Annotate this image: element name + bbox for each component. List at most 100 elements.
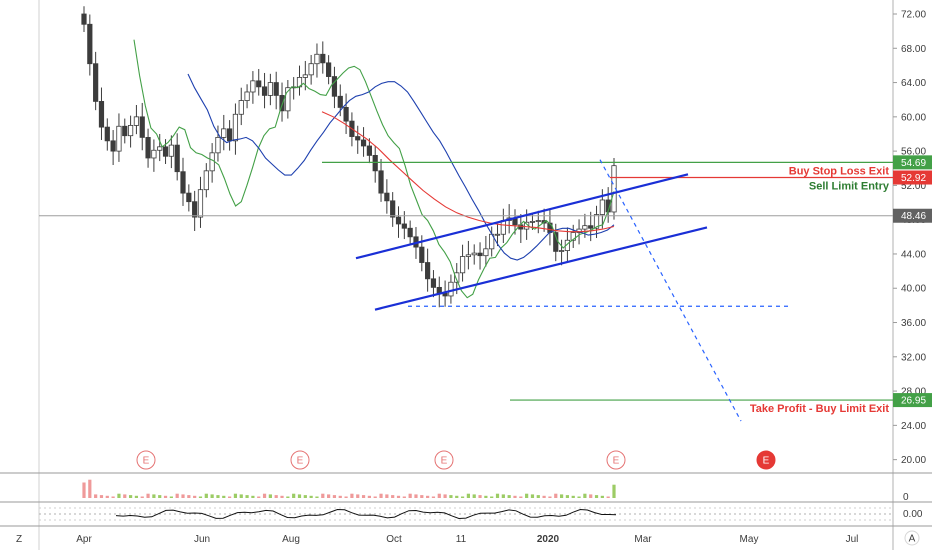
price-tick-label: 20.00 (901, 455, 926, 466)
volume-bar (577, 496, 581, 498)
channel-lower-line[interactable] (374, 226, 708, 311)
volume-bar (391, 495, 395, 498)
trade-annotation-label: Buy Stop Loss Exit (789, 165, 890, 177)
candle-body (110, 140, 116, 152)
candle-body (139, 116, 145, 138)
volume-bar (169, 496, 173, 498)
auto-scale-button[interactable]: A (909, 534, 916, 545)
volume-bar (449, 495, 453, 498)
price-tick-label: 44.00 (901, 249, 926, 260)
earnings-marker[interactable] (136, 450, 156, 470)
volume-bar (239, 494, 243, 498)
volume-bar (583, 493, 587, 498)
candle-body (180, 171, 186, 194)
earnings-marker[interactable] (290, 450, 310, 470)
price-tag-label: 54.69 (901, 158, 926, 169)
volume-bar (495, 493, 500, 498)
candle-body (372, 155, 378, 172)
time-axis[interactable]: Apr Jun Aug Oct 11 2020 Mar May Jul Z A (16, 530, 920, 546)
volume-bar (466, 493, 470, 498)
candle-body (378, 170, 384, 194)
price-tick-label: 24.00 (901, 421, 926, 432)
volume-bar (268, 494, 272, 498)
price-tags: 54.69 52.92 48.46 26.95 (893, 155, 932, 408)
candle-body (168, 144, 174, 157)
candle-body (122, 125, 128, 137)
earnings-marker[interactable] (606, 450, 626, 470)
volume-bar (228, 496, 232, 498)
volume-bar (128, 495, 133, 498)
candle-body (87, 23, 93, 65)
volume-bar (484, 495, 488, 498)
candle-body (244, 91, 250, 101)
earnings-marker-label: E (143, 456, 150, 467)
volume-bar (519, 496, 523, 498)
candle-body (494, 233, 501, 236)
volume-bar (257, 496, 261, 498)
candle-body (93, 63, 99, 102)
earnings-marker-label: E (613, 456, 620, 467)
price-tick-label: 40.00 (901, 284, 926, 295)
candle-body (366, 145, 372, 156)
trend-drawings[interactable] (39, 159, 893, 422)
volume-bar (379, 493, 383, 498)
earnings-marker[interactable] (756, 450, 776, 470)
candle-body (326, 62, 332, 77)
candle-body (599, 199, 605, 215)
candle-body (227, 128, 233, 142)
volume-bar (88, 479, 92, 498)
volume-bar (554, 493, 558, 498)
candle-body (81, 13, 87, 25)
candle-body (221, 128, 227, 138)
volume-bar (472, 494, 476, 498)
candle-body (174, 144, 180, 173)
volume-bar (105, 495, 109, 498)
volume-bar (286, 496, 290, 498)
volume-bar (327, 494, 331, 498)
moving-averages (133, 39, 615, 299)
volume-bar (303, 495, 307, 498)
candle-body (98, 101, 105, 128)
projection-dashed-line[interactable] (599, 159, 742, 422)
price-tick-label: 56.00 (901, 147, 926, 158)
volume-bar (338, 495, 342, 498)
volume-bar (414, 494, 418, 498)
candle-body (261, 86, 268, 96)
trade-annotation-label: Sell Limit Entry (809, 181, 890, 193)
candle-body (454, 272, 460, 283)
time-axis-label: Oct (386, 534, 402, 545)
candle-body (320, 53, 326, 64)
volume-bar (548, 496, 552, 498)
earnings-marker[interactable] (434, 450, 454, 470)
volume-bar (356, 494, 360, 498)
volume-axis-label: 0 (903, 492, 909, 503)
volume-bar (396, 495, 401, 498)
volume-bar (216, 495, 220, 498)
channel-upper-line[interactable] (355, 173, 689, 260)
volume-bar (181, 494, 185, 498)
oscillator-axis-label: 0.00 (903, 509, 923, 520)
candle-body (285, 87, 291, 112)
candle-body (483, 248, 489, 257)
earnings-marker-label: E (297, 456, 304, 467)
price-tag-label: 48.46 (901, 211, 926, 222)
time-axis-label: 2020 (537, 534, 560, 545)
volume-bar (210, 494, 214, 498)
oscillator-line (115, 508, 617, 520)
time-axis-label: Jul (846, 534, 859, 545)
auto-scale-circle[interactable] (904, 530, 920, 546)
volume-bar (530, 494, 535, 498)
volume-bar (251, 495, 255, 498)
candle-body (203, 170, 209, 191)
volume-bar (158, 495, 162, 498)
candle-body (151, 149, 157, 159)
price-tick-label: 52.00 (901, 181, 926, 192)
timezone-button[interactable]: Z (16, 534, 22, 545)
candle-body (238, 100, 244, 115)
volume-bar (99, 495, 104, 498)
moving-average-line (133, 39, 615, 299)
candle-body (570, 232, 576, 241)
